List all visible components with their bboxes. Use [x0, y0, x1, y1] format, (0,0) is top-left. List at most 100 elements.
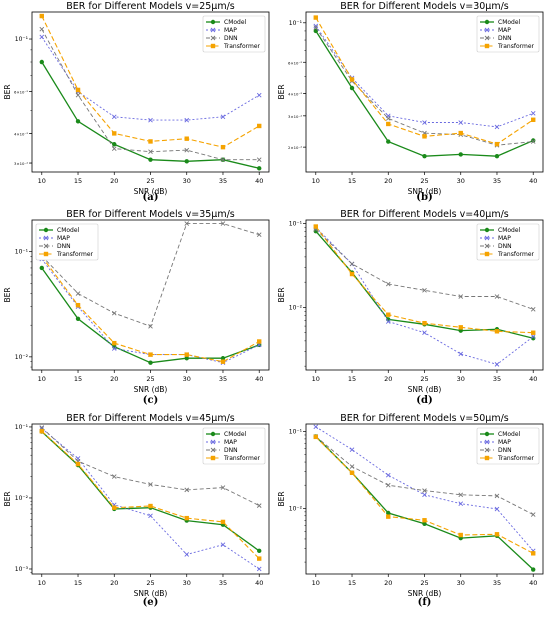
legend-label: MAP [57, 235, 70, 242]
data-point-dnn [148, 324, 153, 329]
panel-caption: (e) [143, 597, 159, 608]
x-axis-label: SNR (dB) [134, 187, 168, 196]
chart-panel-e: BER for Different Models v=45μm/s 10 15 20 2… [3, 413, 270, 608]
legend-label: MAP [224, 27, 237, 34]
y-axis-label: BER [3, 287, 12, 302]
data-point-dnn [184, 147, 190, 153]
legend-label: CModel [498, 19, 521, 26]
data-point-transformer [112, 340, 117, 346]
x-tick-label: 40 [255, 579, 263, 587]
data-point-map [111, 346, 117, 351]
legend-label: DNN [498, 243, 512, 250]
legend-swatch-marker [210, 35, 216, 41]
y-tick-label: 6×10⁻² [14, 90, 28, 95]
legend-swatch-marker [484, 251, 490, 257]
y-tick-label: 10⁻¹ [289, 20, 303, 27]
data-point-dnn [220, 157, 226, 162]
data-point-transformer [75, 302, 81, 308]
legend-label: CModel [498, 431, 521, 438]
data-point-cmodel [422, 153, 427, 159]
data-point-transformer [313, 224, 318, 229]
data-point-transformer [220, 359, 226, 364]
data-point-dnn [256, 503, 262, 508]
data-point-transformer [148, 352, 153, 357]
data-point-dnn [220, 221, 226, 226]
data-point-transformer [313, 15, 318, 20]
legend-label: MAP [224, 439, 237, 446]
x-tick-label: 20 [110, 177, 118, 185]
data-point-map [422, 330, 427, 336]
x-tick-label: 10 [312, 579, 320, 587]
data-point-cmodel [422, 521, 427, 526]
series-line-transformer [41, 256, 260, 363]
x-tick-label: 10 [312, 177, 320, 185]
chart-panel-b: BER for Different Models v=30μm/s 10 15 20 2… [277, 1, 544, 203]
x-axis-label: SNR (dB) [408, 187, 442, 196]
data-point-cmodel [39, 265, 44, 271]
x-tick-label: 30 [183, 579, 191, 587]
y-tick-label: 10⁻² [15, 495, 29, 502]
data-point-dnn [148, 482, 153, 487]
data-point-dnn [39, 26, 45, 32]
data-point-map [111, 114, 117, 120]
legend-label: DNN [224, 35, 238, 42]
x-axis-label: SNR (dB) [134, 385, 168, 394]
data-point-transformer [386, 121, 391, 127]
y-tick-label: 4×10⁻² [288, 92, 302, 97]
data-point-map [39, 34, 45, 40]
x-tick-label: 25 [146, 375, 154, 383]
panel-caption: (f) [418, 597, 432, 608]
y-tick-label: 10⁻¹ [15, 36, 29, 43]
legend-swatch-marker [43, 227, 49, 233]
data-point-transformer [531, 117, 536, 122]
x-tick-label: 20 [110, 579, 118, 587]
data-point-dnn [111, 310, 117, 316]
data-point-cmodel [257, 166, 262, 171]
data-point-map [494, 506, 500, 512]
data-point-dnn [148, 149, 153, 154]
x-tick-label: 40 [529, 177, 537, 185]
x-tick-label: 10 [312, 375, 320, 383]
data-point-cmodel [184, 159, 189, 164]
x-tick-label: 35 [219, 375, 227, 383]
data-point-transformer [148, 503, 153, 509]
data-point-map [458, 351, 464, 357]
legend-label: Transformer [497, 455, 535, 462]
data-point-dnn [75, 291, 81, 296]
data-point-transformer [494, 141, 500, 147]
x-tick-label: 40 [255, 375, 263, 383]
data-point-map [530, 334, 536, 339]
data-point-dnn [349, 464, 355, 469]
y-axis-label: BER [277, 287, 286, 302]
data-point-map [220, 542, 226, 547]
chart-panel-f: BER for Different Models v=50μm/s 10 15 20 2… [277, 413, 544, 608]
chart-title: BER for Different Models v=35μm/s [66, 209, 235, 220]
data-point-cmodel [386, 139, 391, 144]
chart-panel-a: BER for Different Models v=25μm/s 10 15 20 2… [3, 1, 270, 203]
chart-title: BER for Different Models v=25μm/s [66, 1, 235, 12]
x-tick-label: 25 [420, 579, 428, 587]
y-tick-label: 10⁻¹ [15, 249, 29, 256]
data-point-transformer [458, 532, 463, 538]
y-tick-label: 2×10⁻² [288, 145, 302, 150]
data-point-map [530, 110, 536, 116]
data-point-transformer [422, 518, 427, 523]
data-point-dnn [385, 116, 391, 121]
legend-swatch-marker [210, 43, 216, 49]
chart-title: BER for Different Models v=30μm/s [340, 1, 509, 12]
x-tick-label: 10 [38, 177, 46, 185]
x-tick-label: 20 [384, 375, 392, 383]
data-point-transformer [349, 470, 355, 475]
legend-label: Transformer [497, 251, 535, 258]
x-tick-label: 15 [348, 177, 356, 185]
y-axis-label: BER [277, 491, 286, 506]
data-point-transformer [75, 461, 81, 467]
data-point-dnn [349, 261, 355, 267]
data-point-cmodel [257, 548, 262, 554]
x-axis-label: SNR (dB) [408, 385, 442, 394]
x-tick-label: 35 [493, 375, 501, 383]
y-tick-label: 10⁻³ [15, 566, 29, 573]
